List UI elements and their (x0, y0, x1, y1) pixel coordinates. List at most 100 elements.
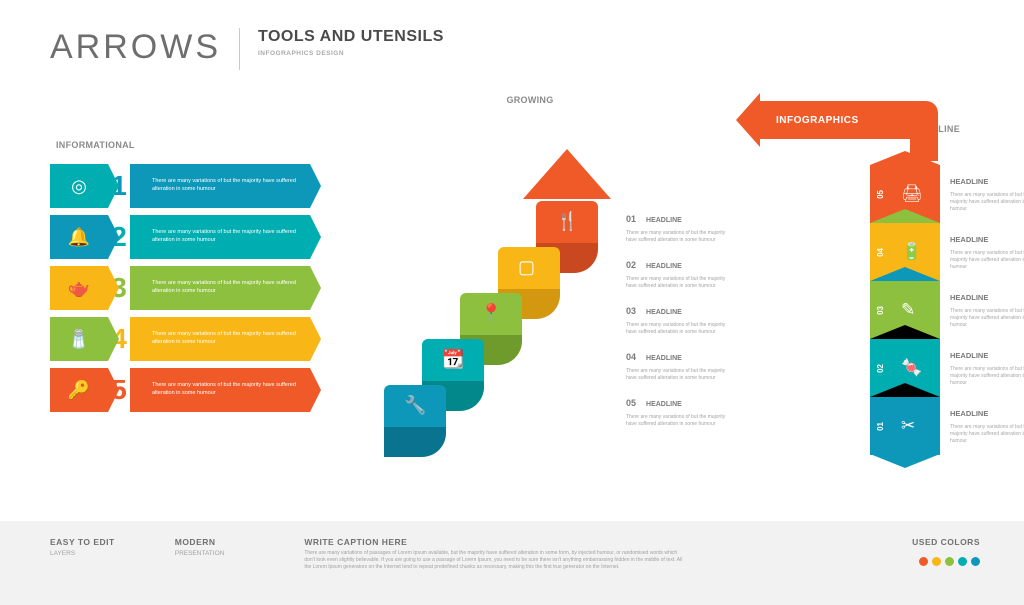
informational-text: There are many variations of but the maj… (152, 178, 296, 193)
informational-body: There are many variations of but the maj… (130, 164, 310, 208)
informational-text: There are many variations of but the maj… (152, 331, 296, 346)
growing-stairs: 🍴01HEADLINEThere are many variations of … (330, 105, 730, 465)
growing-desc: There are many variations of but the maj… (626, 368, 736, 382)
calendar-icon: 📆 (442, 349, 464, 370)
growing-item: 05 HEADLINE There are many variations of b… (626, 393, 736, 428)
pin-icon: 📍 (480, 303, 502, 324)
timeline-panel: TIMELINE INFOGRAPHICS.ig-arrow::before{b… (730, 95, 1000, 490)
header-titles: TOOLS AND UTENSILS INFOGRAPHICS DESIGN (258, 28, 444, 57)
informational-title: INFORMATIONAL (56, 140, 310, 150)
informational-row: 🔑.inf-row:nth-child(5) .inf-icon::after{… (50, 368, 310, 412)
growing-item: 03 HEADLINE There are many variations of b… (626, 301, 736, 336)
timeline-number: 05 (876, 190, 885, 199)
footer-colors: USED COLORS (912, 537, 980, 566)
candy-icon: 🍬 (901, 358, 922, 378)
timeline-number: 01 (876, 422, 885, 431)
growing-title: GROWING (330, 95, 730, 105)
bag-icon: 🧂.inf-row:nth-child(4) .inf-icon::after{… (50, 317, 108, 361)
footer-modern-title: MODERN (175, 537, 225, 547)
timeline-desc: There are many variations of but the maj… (950, 250, 1024, 271)
informational-text: There are many variations of but the maj… (152, 280, 296, 295)
growing-headline: HEADLINE (646, 401, 682, 408)
footer-col-modern: MODERN PRESENTATION (175, 537, 225, 605)
timeline-item: HEADLINE There are many variations of but… (950, 403, 1024, 445)
informational-text: There are many variations of but the maj… (152, 229, 296, 244)
timeline-desc: There are many variations of but the maj… (950, 424, 1024, 445)
growing-step: 📆 (422, 339, 484, 385)
growing-number: 04 (626, 352, 636, 362)
frame-icon: ▢ (518, 257, 535, 278)
timeline-number: 04 (876, 248, 885, 257)
chevron-tail (870, 454, 940, 468)
color-dots (912, 557, 980, 566)
timeline-number: 02 (876, 364, 885, 373)
growing-item: 01HEADLINEThere are many variations of b… (626, 209, 736, 244)
growing-number: 01 (626, 214, 636, 224)
color-dot (958, 557, 967, 566)
growing-headline: HEADLINE (646, 217, 682, 224)
footer-caption-text: There are many variations of passages of… (304, 550, 684, 571)
camera-icon: ◎.inf-row:nth-child(1) .inf-icon::after{… (50, 164, 108, 208)
color-dot (919, 557, 928, 566)
growing-desc: There are many variations of but the maj… (626, 414, 736, 428)
color-dot (932, 557, 941, 566)
growing-step: ▢ (498, 247, 560, 293)
pen-icon: ✎ (901, 300, 915, 320)
wrench-icon: 🔧 (404, 395, 426, 416)
footer-modern-sub: PRESENTATION (175, 550, 225, 557)
growing-arrow-tip (523, 149, 611, 199)
informational-list: ◎.inf-row:nth-child(1) .inf-icon::after{… (50, 164, 310, 412)
growing-item: 04 HEADLINE There are many variations of b… (626, 347, 736, 382)
timeline-chevron: 01✂.chev:nth-of-type(7)::before{border-b… (870, 397, 940, 455)
growing-step: 🍴 (536, 201, 598, 247)
page-title: TOOLS AND UTENSILS (258, 28, 444, 46)
footer-colors-title: USED COLORS (912, 537, 980, 547)
utensils-icon: 🍴 (556, 211, 578, 232)
informational-row: 🧂.inf-row:nth-child(4) .inf-icon::after{… (50, 317, 310, 361)
battery-icon: 🔋 (901, 242, 922, 262)
color-dot (971, 557, 980, 566)
informational-body: There are many variations of but the maj… (130, 266, 310, 310)
step-fold (384, 427, 446, 457)
informational-row: 🔔.inf-row:nth-child(2) .inf-icon::after{… (50, 215, 310, 259)
footer-easy-title: EASY TO EDIT (50, 537, 115, 547)
informational-body: There are many variations of but the maj… (130, 215, 310, 259)
growing-headline: HEADLINE (646, 309, 682, 316)
timeline-item: HEADLINEThere are many variations of but… (950, 345, 1024, 387)
growing-number: 05 (626, 398, 636, 408)
growing-step: 🔧 (384, 385, 446, 431)
informational-panel: INFORMATIONAL ◎.inf-row:nth-child(1) .in… (50, 95, 310, 490)
growing-number: 03 (626, 306, 636, 316)
timeline-headline: HEADLINE (950, 409, 988, 418)
growing-step: 📍 (460, 293, 522, 339)
color-dot (945, 557, 954, 566)
timeline-headline: HEADLINE (950, 177, 988, 186)
growing-headline: HEADLINE (646, 263, 682, 270)
timeline-item: HEADLINE There are many variations of but… (950, 229, 1024, 271)
arrows-logo: ARROWS (50, 28, 221, 67)
timeline-item: HEADLINE There are many variations of but… (950, 171, 1024, 213)
growing-desc: There are many variations of but the maj… (626, 322, 736, 336)
header-separator (239, 28, 240, 70)
bell-icon: 🔔.inf-row:nth-child(2) .inf-icon::after{… (50, 215, 108, 259)
informational-row: ◎.inf-row:nth-child(1) .inf-icon::after{… (50, 164, 310, 208)
page-subtitle: INFOGRAPHICS DESIGN (258, 50, 444, 57)
timeline-desc: There are many variations of but the maj… (950, 308, 1024, 329)
timeline-item: HEADLINEThere are many variations of but… (950, 287, 1024, 329)
infographics-banner: INFOGRAPHICS.ig-arrow::before{border-rig… (760, 101, 910, 139)
informational-body: There are many variations of but the maj… (130, 368, 310, 412)
informational-text: There are many variations of but the maj… (152, 382, 296, 397)
informational-body: There are many variations of but the maj… (130, 317, 310, 361)
footer-col-easy: EASY TO EDIT LAYERS (50, 537, 115, 605)
header: ARROWS TOOLS AND UTENSILS INFOGRAPHICS D… (0, 0, 1024, 70)
printer-icon: 🖨 (901, 184, 923, 204)
key-icon: 🔑.inf-row:nth-child(5) .inf-icon::after{… (50, 368, 108, 412)
scissors-icon: ✂ (901, 416, 915, 436)
timeline-number: 03 (876, 306, 885, 315)
timeline-desc: There are many variations of but the maj… (950, 192, 1024, 213)
timeline-headline: HEADLINE (950, 351, 988, 360)
growing-item: 02HEADLINEThere are many variations of b… (626, 255, 736, 290)
growing-desc: There are many variations of but the maj… (626, 276, 736, 290)
growing-headline: HEADLINE (646, 355, 682, 362)
timeline-headline: HEADLINE (950, 235, 988, 244)
